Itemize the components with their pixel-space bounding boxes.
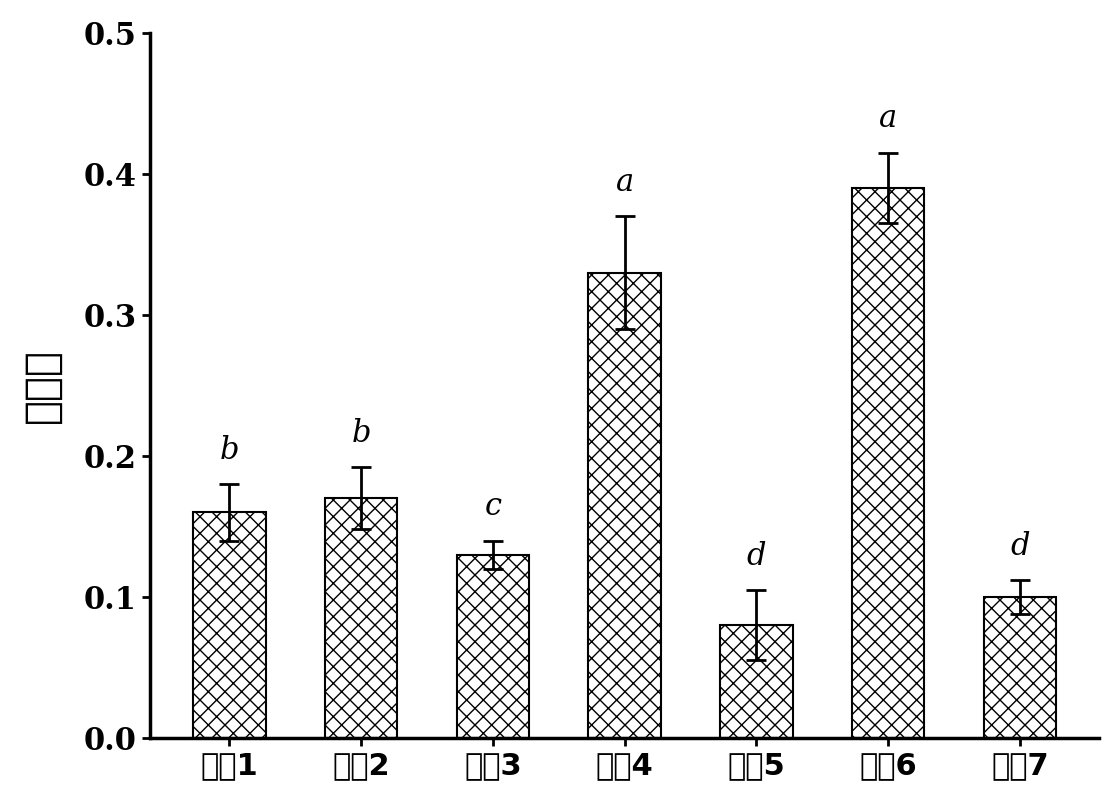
Text: b: b	[220, 435, 239, 466]
Bar	[852, 188, 924, 738]
Bar	[720, 625, 793, 738]
Text: b: b	[352, 418, 371, 449]
Text: c: c	[484, 491, 502, 522]
Y-axis label: 内聚性: 内聚性	[21, 348, 63, 423]
Text: d: d	[1010, 531, 1029, 562]
Text: a: a	[616, 167, 634, 198]
Bar	[457, 554, 529, 738]
Bar	[588, 272, 661, 738]
Bar	[193, 513, 265, 738]
Bar	[983, 597, 1056, 738]
Text: d: d	[747, 541, 766, 572]
Text: a: a	[879, 103, 897, 135]
Bar	[325, 498, 398, 738]
